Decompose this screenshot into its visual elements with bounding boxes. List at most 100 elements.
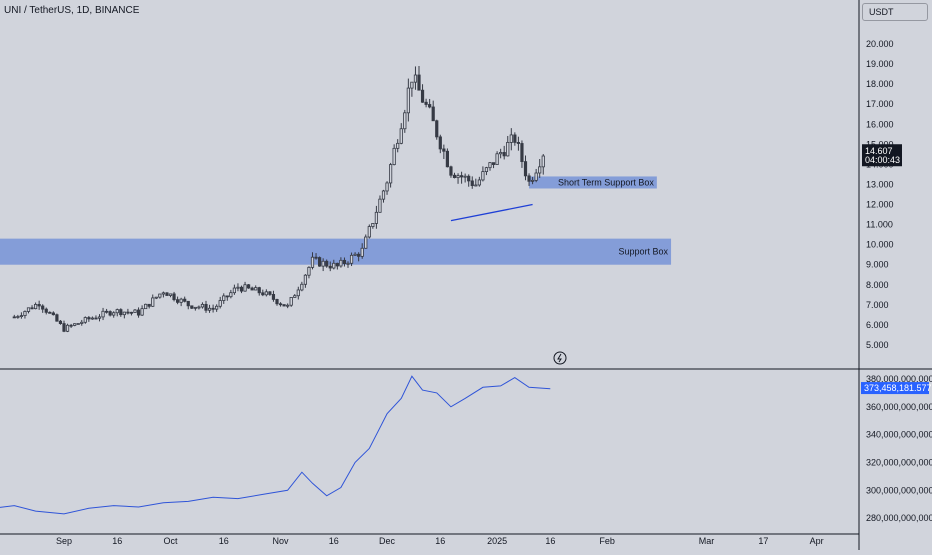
candle-body-2024-11-06 <box>296 289 300 297</box>
candle-body-2024-09-21 <box>133 309 137 313</box>
candle-body-2024-09-17 <box>119 309 123 316</box>
candle-body-2025-01-14 <box>541 155 545 168</box>
candle-body-2024-08-29 <box>51 312 55 316</box>
candle-body-2024-08-23 <box>30 307 34 310</box>
candle-body-2025-01-12 <box>534 172 538 181</box>
candle-body-2024-11-19 <box>342 259 347 265</box>
symbol-title: UNI / TetherUS, 1D, BINANCE <box>4 5 140 16</box>
candle-body-2024-11-14 <box>325 260 329 267</box>
candle-body-2024-10-10 <box>200 303 205 308</box>
last-price-countdown: 04:00:43 <box>865 155 900 165</box>
indicator-tick-5: 380,000,000,000 <box>866 374 932 384</box>
candle-body-2024-09-16 <box>115 309 119 314</box>
candle-body-2024-12-13 <box>428 104 432 108</box>
price-tick-13: 18.000 <box>866 79 894 89</box>
candle-body-2024-09-27 <box>154 296 158 299</box>
candle-body-2024-12-15 <box>435 120 439 138</box>
candle-body-2024-10-17 <box>225 295 229 298</box>
candle-body-2024-11-30 <box>381 190 386 200</box>
candle-body-2024-10-01 <box>168 293 173 296</box>
price-tick-15: 20.000 <box>866 39 894 49</box>
candle-body-2024-09-05 <box>76 323 80 325</box>
candle-body-2024-09-26 <box>151 297 155 307</box>
candle-body-2024-12-07 <box>406 87 410 114</box>
price-tick-1: 6.000 <box>866 320 889 330</box>
candle-body-2024-09-03 <box>69 324 73 327</box>
candle-body-2024-10-09 <box>197 306 201 309</box>
candle-body-2024-11-17 <box>335 262 339 267</box>
candle-body-2024-11-21 <box>349 254 354 264</box>
time-tick-10: Feb <box>599 536 615 546</box>
candle-body-2024-10-27 <box>261 292 265 296</box>
candle-body-2024-08-22 <box>26 307 31 312</box>
candle-body-2024-10-04 <box>179 298 183 303</box>
candle-body-2024-09-12 <box>101 310 105 318</box>
currency-button[interactable]: USDT <box>862 3 928 21</box>
candle-body-2025-01-02 <box>499 152 503 155</box>
time-tick-2: Oct <box>163 536 178 546</box>
candle-body-2024-10-03 <box>175 299 180 303</box>
candle-body-2024-10-06 <box>186 300 190 307</box>
candle-body-2024-12-08 <box>410 81 414 89</box>
indicator-last-label: 373,458,181.577 <box>864 383 932 393</box>
candle-body-2024-12-20 <box>452 174 457 179</box>
candle-body-2024-08-19 <box>16 316 20 318</box>
candle-body-2025-01-08 <box>520 143 524 163</box>
candle-body-2024-09-02 <box>65 324 70 332</box>
candle-body-2024-10-12 <box>207 307 212 311</box>
candle-body-2024-12-03 <box>392 147 396 166</box>
candle-body-2024-10-11 <box>204 303 208 311</box>
candle-body-2024-10-15 <box>218 300 222 307</box>
candle-body-2024-11-08 <box>303 274 308 285</box>
candle-body-2024-08-24 <box>34 304 38 310</box>
candle-body-2024-12-01 <box>385 182 389 192</box>
candle-body-2024-11-07 <box>300 283 304 291</box>
candle-body-2024-09-28 <box>158 293 162 298</box>
indicator-last-tag <box>861 382 929 395</box>
time-tick-13: Apr <box>810 536 824 546</box>
price-tick-0: 5.000 <box>866 340 889 350</box>
candle-body-2024-11-18 <box>339 259 343 267</box>
candle-body-2024-12-23 <box>463 175 467 178</box>
candle-body-2024-11-24 <box>360 247 364 257</box>
candle-body-2024-09-08 <box>87 317 91 320</box>
candle-body-2024-10-24 <box>250 287 254 291</box>
candle-body-2024-10-13 <box>211 307 215 310</box>
candle-body-2024-09-04 <box>73 323 77 326</box>
candle-body-2024-11-28 <box>374 211 379 224</box>
candle-body-2025-01-11 <box>531 179 535 182</box>
candle-body-2024-11-26 <box>367 226 371 238</box>
price-tick-2: 7.000 <box>866 300 889 310</box>
candle-body-2024-09-10 <box>94 317 98 320</box>
candle-body-2024-12-24 <box>467 175 471 182</box>
candle-body-2024-11-12 <box>317 257 322 267</box>
candle-body-2024-11-29 <box>378 198 382 213</box>
candle-body-2024-12-12 <box>424 101 428 105</box>
candle-body-2024-09-22 <box>136 309 141 316</box>
candle-body-2024-11-27 <box>371 223 375 227</box>
time-tick-5: 16 <box>329 536 339 546</box>
candle-body-2024-10-19 <box>232 287 236 294</box>
lightning-icon <box>557 353 562 363</box>
time-tick-4: Nov <box>273 536 290 546</box>
candle-body-2024-12-19 <box>449 166 453 176</box>
price-tick-5: 10.000 <box>866 240 894 250</box>
candle-body-2024-09-23 <box>140 308 144 316</box>
candle-body-2024-10-21 <box>239 286 244 292</box>
indicator-tick-2: 320,000,000,000 <box>866 457 932 467</box>
time-tick-0: Sep <box>56 536 72 546</box>
time-tick-11: Mar <box>699 536 715 546</box>
candle-body-2024-12-30 <box>488 162 492 169</box>
candle-body-2024-12-17 <box>442 148 446 152</box>
candle-body-2024-11-16 <box>332 262 336 269</box>
candle-body-2024-11-02 <box>282 304 286 307</box>
candle-body-2024-10-07 <box>190 305 194 309</box>
candle-body-2024-10-14 <box>215 305 219 310</box>
candle-body-2024-09-09 <box>90 317 94 320</box>
candle-body-2024-11-01 <box>278 303 283 306</box>
candle-body-2024-11-10 <box>310 256 315 268</box>
price-tick-12: 17.000 <box>866 99 894 109</box>
candle-body-2024-08-28 <box>48 311 52 314</box>
candle-body-2024-12-26 <box>474 184 478 187</box>
candle-body-2024-10-30 <box>271 294 276 300</box>
